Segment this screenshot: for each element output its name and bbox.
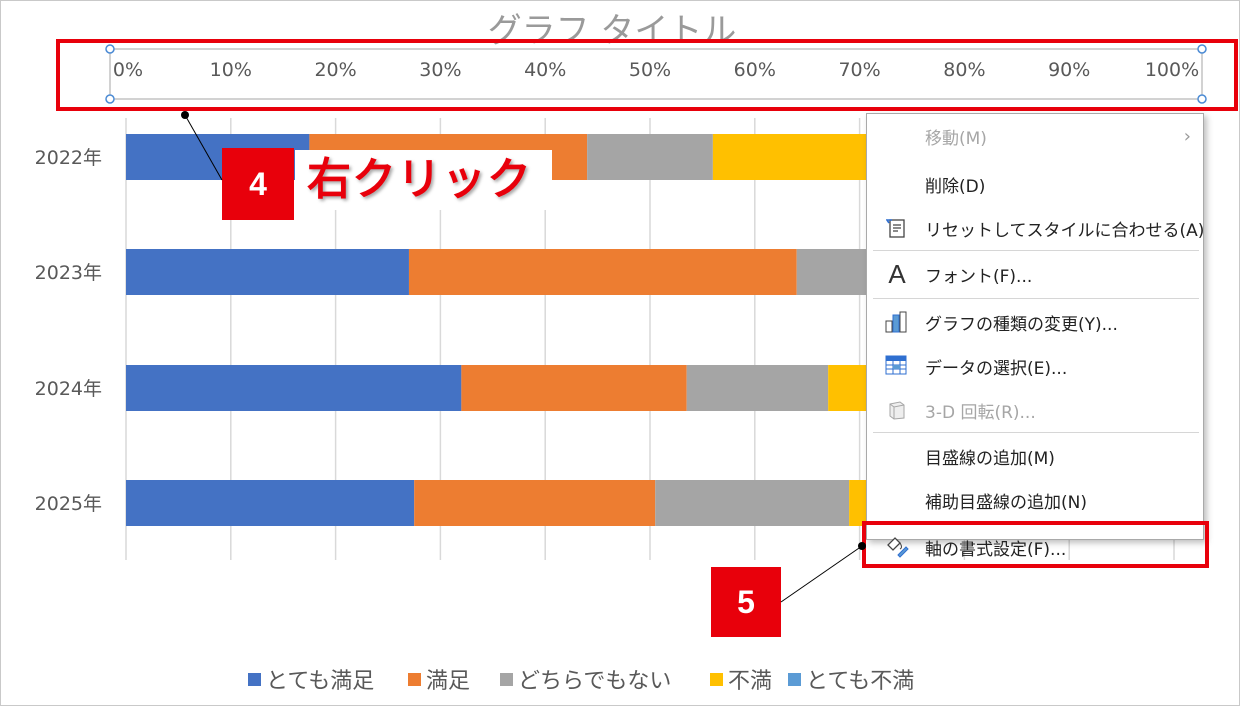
step-4-badge: 4 (222, 148, 294, 220)
category-label: 2024年 (35, 378, 102, 400)
tick-label: 0% (113, 59, 143, 81)
menu-item-move[interactable]: 移動(M) › (867, 116, 1203, 156)
tick-label: 20% (314, 59, 356, 81)
menu-item-format-axis[interactable]: 軸の書式設定(F)... (867, 525, 1203, 569)
menu-item-label: 3-D 回転(R)... (925, 402, 1036, 423)
legend-swatch (788, 673, 801, 686)
menu-item-label: 補助目盛線の追加(N) (925, 492, 1087, 513)
format-axis-icon (885, 535, 909, 559)
context-menu[interactable]: 移動(M) › 削除(D) リセットしてスタイルに合わせる(A) A フォント(… (866, 113, 1204, 540)
menu-item-select-data[interactable]: データの選択(E)... (867, 346, 1203, 386)
right-click-callout: 右クリック (295, 150, 552, 210)
menu-item-3d-rotation[interactable]: 3-D 回転(R)... (867, 390, 1203, 430)
menu-separator (873, 432, 1199, 433)
chart-type-icon (885, 310, 909, 334)
category-label: 2022年 (35, 147, 102, 169)
bar-segment (587, 134, 713, 180)
menu-item-label: 削除(D) (925, 176, 986, 197)
menu-item-font[interactable]: A フォント(F)... (867, 254, 1203, 294)
legend-label: とても不満 (806, 669, 914, 694)
reset-style-icon (885, 216, 909, 240)
selection-handle (105, 94, 115, 104)
font-icon: A (888, 258, 906, 289)
menu-separator (873, 298, 1199, 299)
tick-label: 30% (419, 59, 461, 81)
legend-swatch (408, 673, 421, 686)
legend-label: どちらでもない (518, 669, 671, 694)
format-axis-highlight-box (862, 521, 1209, 568)
tick-label: 80% (943, 59, 985, 81)
menu-item-label: グラフの種類の変更(Y)... (925, 314, 1118, 335)
menu-item-label: 目盛線の追加(M) (925, 448, 1055, 469)
category-label: 2023年 (35, 262, 102, 284)
bar-segment (126, 365, 462, 411)
menu-item-change-chart-type[interactable]: グラフの種類の変更(Y)... (867, 302, 1203, 342)
menu-item-label: フォント(F)... (925, 266, 1033, 287)
tick-label: 60% (734, 59, 776, 81)
menu-item-add-minor-gridlines[interactable]: 補助目盛線の追加(N) (867, 480, 1203, 520)
legend-swatch (248, 673, 261, 686)
bar-segment (686, 365, 829, 411)
menu-item-add-major-gridlines[interactable]: 目盛線の追加(M) (867, 436, 1203, 476)
legend-label: 満足 (426, 669, 470, 694)
legend-label: とても満足 (266, 669, 374, 694)
selection-handle (1197, 44, 1207, 54)
menu-item-label: リセットしてスタイルに合わせる(A) (925, 220, 1205, 241)
menu-separator (873, 250, 1199, 251)
tick-label: 50% (629, 59, 671, 81)
selection-handle (105, 44, 115, 54)
bar-segment (655, 480, 850, 526)
axis-highlight-box (56, 39, 1238, 111)
selection-handle (1197, 94, 1207, 104)
tick-label: 40% (524, 59, 566, 81)
menu-item-label: データの選択(E)... (925, 358, 1068, 379)
menu-item-label: 移動(M) (925, 128, 987, 149)
bar-segment (126, 249, 409, 295)
select-data-icon (885, 354, 909, 378)
menu-item-reset-style[interactable]: リセットしてスタイルに合わせる(A) (867, 208, 1205, 248)
chevron-right-icon: › (1183, 125, 1191, 147)
step-5-badge: 5 (711, 567, 781, 637)
bar-segment (408, 249, 797, 295)
legend-swatch (710, 673, 723, 686)
legend-swatch (500, 673, 513, 686)
tick-label: 90% (1048, 59, 1090, 81)
tick-label: 70% (838, 59, 880, 81)
rotate-3d-icon (885, 398, 909, 422)
bar-segment (461, 365, 687, 411)
bar-segment (414, 480, 656, 526)
axis-selection-box (109, 48, 1203, 100)
chart-title: グラフ タイトル (488, 11, 737, 51)
menu-item-delete[interactable]: 削除(D) (867, 164, 1203, 204)
category-label: 2025年 (35, 493, 102, 515)
legend-label: 不満 (728, 669, 772, 694)
menu-item-label: 軸の書式設定(F)... (925, 539, 1067, 560)
bar-segment (126, 480, 415, 526)
tick-label: 10% (210, 59, 252, 81)
tick-label: 100% (1145, 59, 1199, 81)
